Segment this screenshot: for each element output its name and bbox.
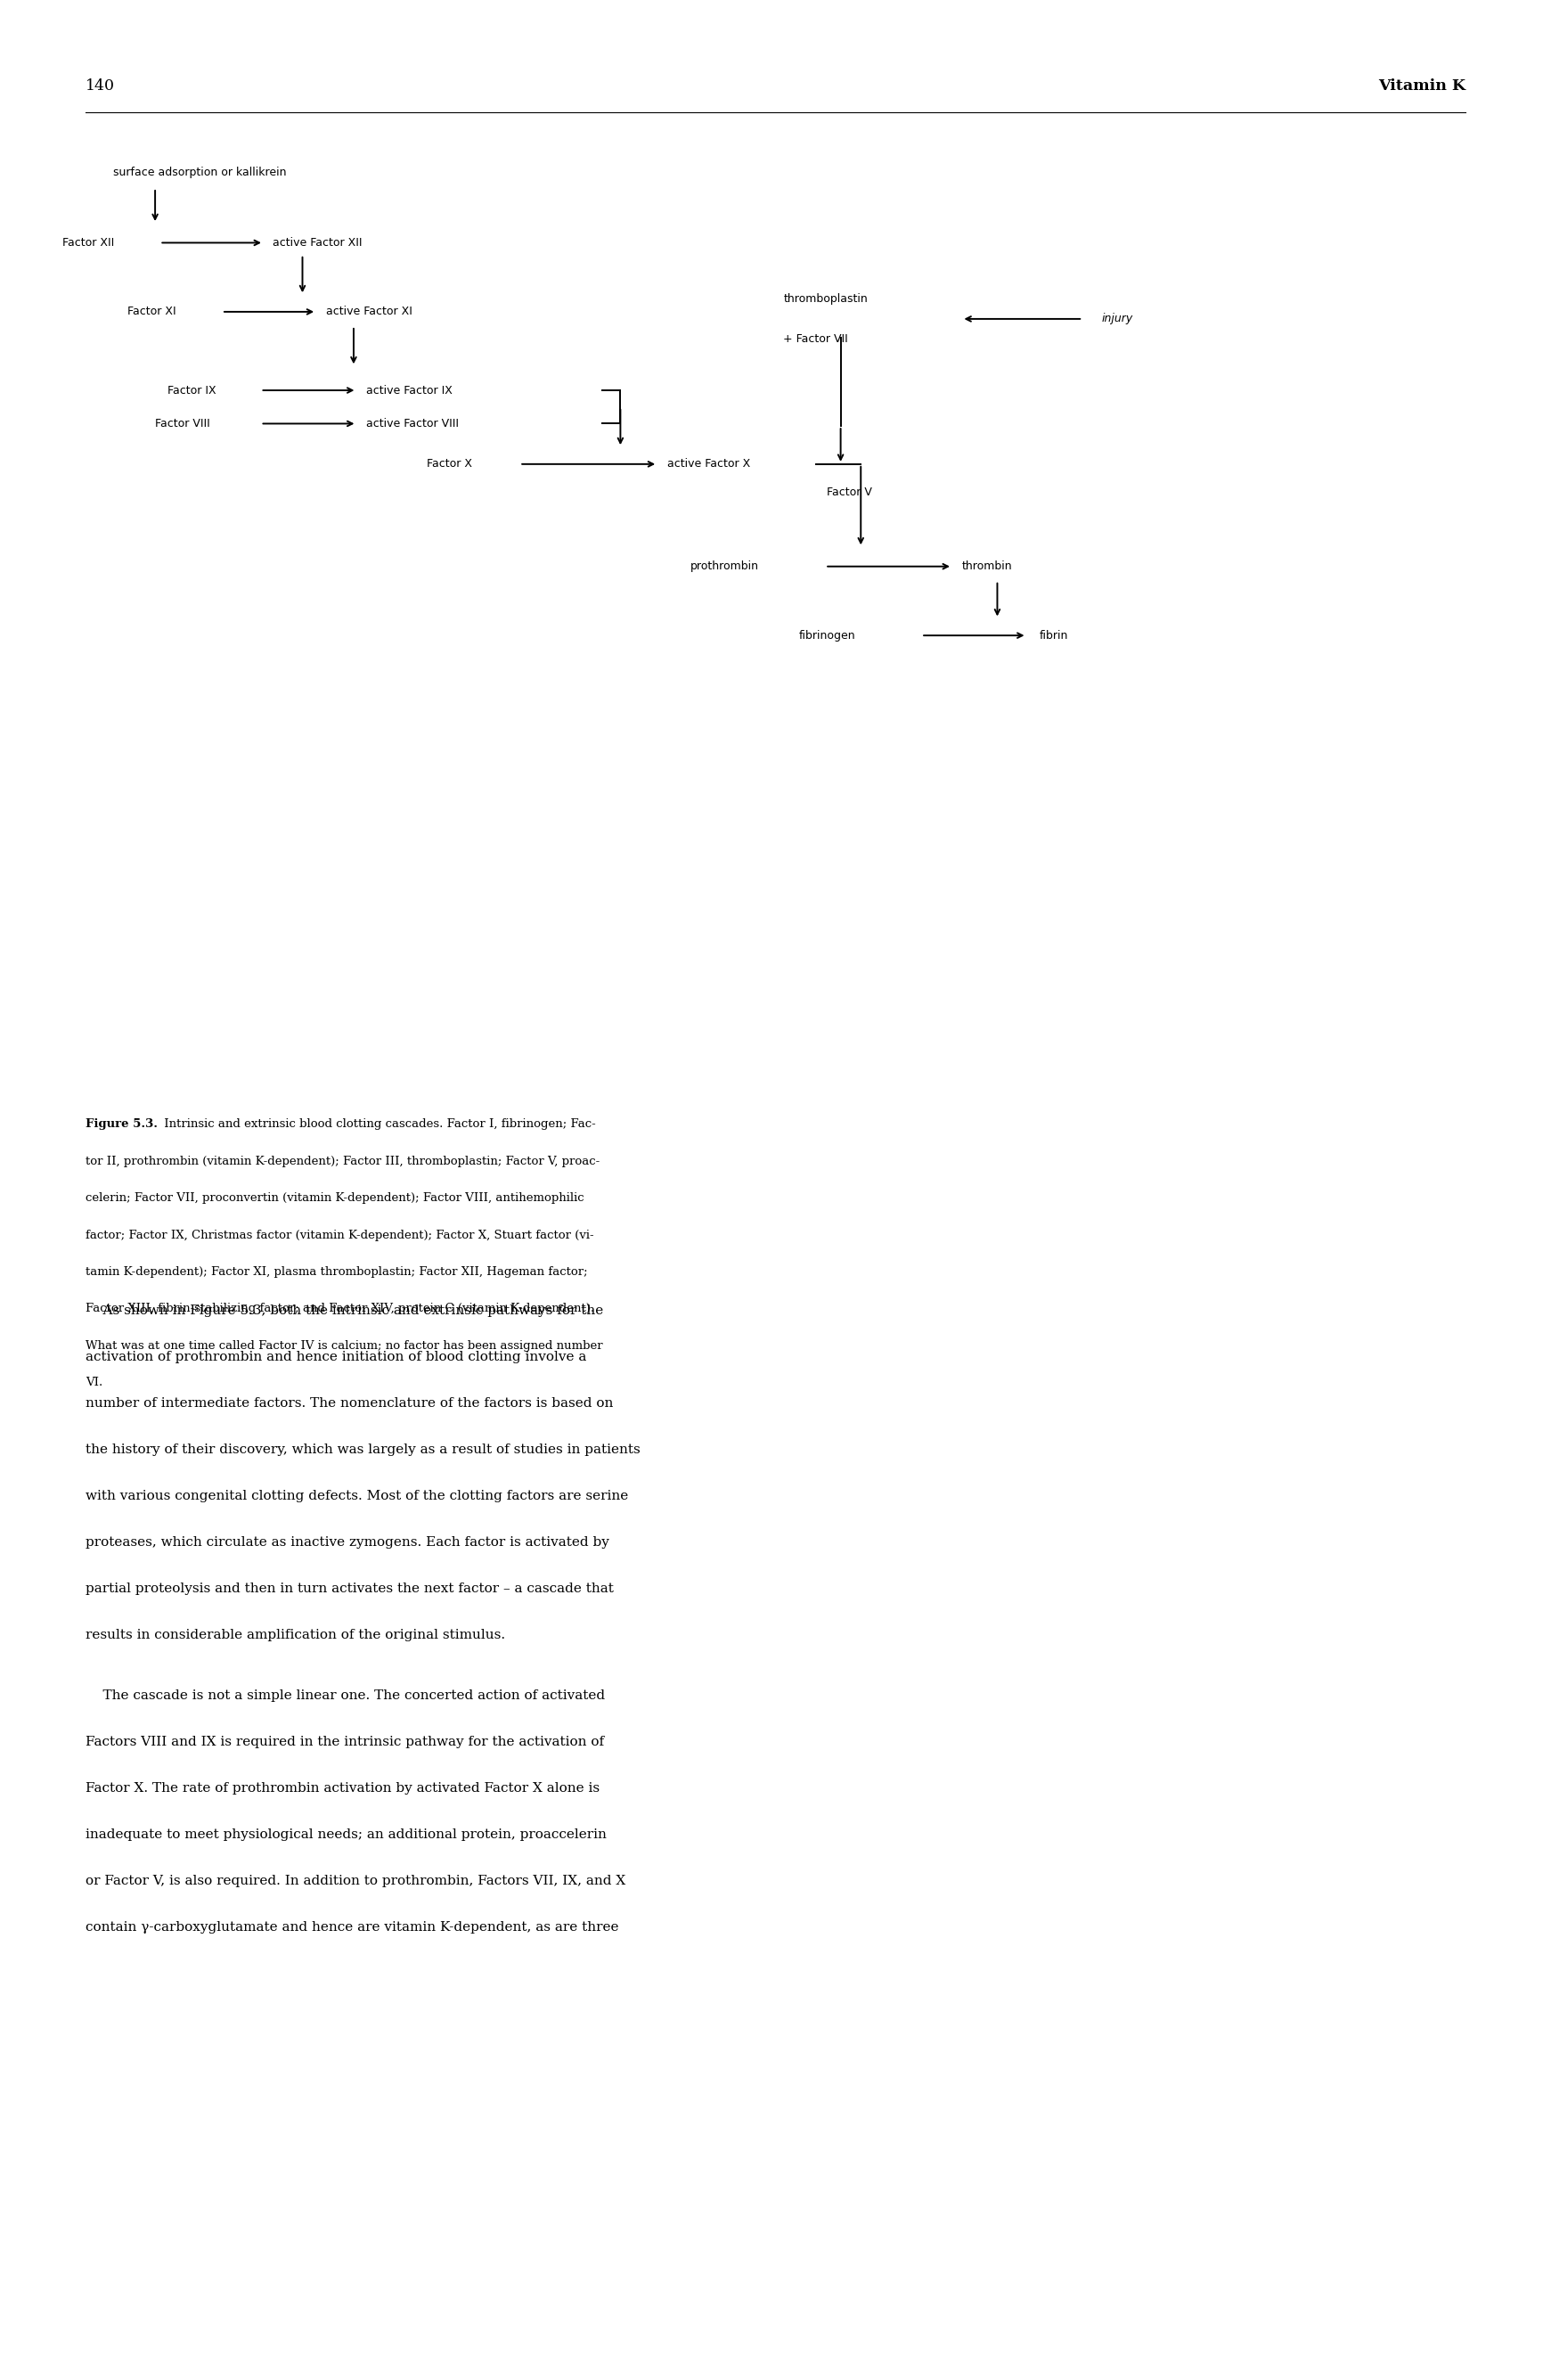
Text: activation of prothrombin and hence initiation of blood clotting involve a: activation of prothrombin and hence init…: [85, 1352, 586, 1364]
Text: Factor IX: Factor IX: [168, 386, 216, 395]
Text: Factor XIII, fibrin-stabilizing factor; and Factor XIV, protein C (vitamin K-dep: Factor XIII, fibrin-stabilizing factor; …: [85, 1302, 594, 1314]
Text: VI.: VI.: [85, 1376, 102, 1388]
Text: Factor XII: Factor XII: [62, 238, 113, 248]
Text: surface adsorption or kallikrein: surface adsorption or kallikrein: [113, 167, 287, 178]
Text: What was at one time called Factor IV is calcium; no factor has been assigned nu: What was at one time called Factor IV is…: [85, 1340, 603, 1352]
Text: Figure 5.3.: Figure 5.3.: [85, 1119, 158, 1130]
Text: active Factor X: active Factor X: [667, 459, 751, 469]
Text: number of intermediate factors. The nomenclature of the factors is based on: number of intermediate factors. The nome…: [85, 1397, 613, 1409]
Text: injury: injury: [1101, 314, 1132, 324]
Text: tamin K-dependent); Factor XI, plasma thromboplastin; Factor XII, Hageman factor: tamin K-dependent); Factor XI, plasma th…: [85, 1266, 588, 1278]
Text: As shown in Figure 5.3, both the intrinsic and extrinsic pathways for the: As shown in Figure 5.3, both the intrins…: [85, 1304, 603, 1316]
Text: thrombin: thrombin: [962, 562, 1013, 571]
Text: active Factor XII: active Factor XII: [273, 238, 363, 248]
Text: 140: 140: [85, 79, 115, 93]
Text: active Factor IX: active Factor IX: [366, 386, 453, 395]
Text: the history of their discovery, which was largely as a result of studies in pati: the history of their discovery, which wa…: [85, 1442, 641, 1457]
Text: + Factor VII: + Factor VII: [783, 333, 848, 345]
Text: inadequate to meet physiological needs; an additional protein, proaccelerin: inadequate to meet physiological needs; …: [85, 1828, 606, 1842]
Text: thromboplastin: thromboplastin: [783, 293, 867, 305]
Text: celerin; Factor VII, proconvertin (vitamin K-dependent); Factor VIII, antihemoph: celerin; Factor VII, proconvertin (vitam…: [85, 1192, 583, 1204]
Text: partial proteolysis and then in turn activates the next factor – a cascade that: partial proteolysis and then in turn act…: [85, 1583, 614, 1595]
Text: Factor X: Factor X: [427, 459, 472, 469]
Text: factor; Factor IX, Christmas factor (vitamin K-dependent); Factor X, Stuart fact: factor; Factor IX, Christmas factor (vit…: [85, 1228, 594, 1240]
Text: proteases, which circulate as inactive zymogens. Each factor is activated by: proteases, which circulate as inactive z…: [85, 1537, 610, 1549]
Text: Factors VIII and IX is required in the intrinsic pathway for the activation of: Factors VIII and IX is required in the i…: [85, 1735, 603, 1749]
Text: Vitamin K: Vitamin K: [1379, 79, 1466, 93]
Text: or Factor V, is also required. In addition to prothrombin, Factors VII, IX, and : or Factor V, is also required. In additi…: [85, 1875, 625, 1887]
Text: with various congenital clotting defects. Most of the clotting factors are serin: with various congenital clotting defects…: [85, 1490, 628, 1502]
Text: Factor V: Factor V: [827, 488, 872, 497]
Text: tor II, prothrombin (vitamin K-dependent); Factor III, thromboplastin; Factor V,: tor II, prothrombin (vitamin K-dependent…: [85, 1154, 600, 1166]
Text: results in considerable amplification of the original stimulus.: results in considerable amplification of…: [85, 1630, 506, 1642]
Text: The cascade is not a simple linear one. The concerted action of activated: The cascade is not a simple linear one. …: [85, 1690, 605, 1702]
Text: Factor XI: Factor XI: [127, 307, 175, 317]
Text: fibrin: fibrin: [1039, 631, 1069, 640]
Text: Intrinsic and extrinsic blood clotting cascades. Factor I, fibrinogen; Fac-: Intrinsic and extrinsic blood clotting c…: [161, 1119, 596, 1130]
Text: Factor X. The rate of prothrombin activation by activated Factor X alone is: Factor X. The rate of prothrombin activa…: [85, 1783, 599, 1795]
Text: active Factor VIII: active Factor VIII: [366, 419, 459, 428]
Text: contain γ-carboxyglutamate and hence are vitamin K-dependent, as are three: contain γ-carboxyglutamate and hence are…: [85, 1921, 619, 1935]
Text: prothrombin: prothrombin: [690, 562, 758, 571]
Text: Factor VIII: Factor VIII: [155, 419, 209, 428]
Text: active Factor XI: active Factor XI: [326, 307, 413, 317]
Text: fibrinogen: fibrinogen: [799, 631, 856, 640]
